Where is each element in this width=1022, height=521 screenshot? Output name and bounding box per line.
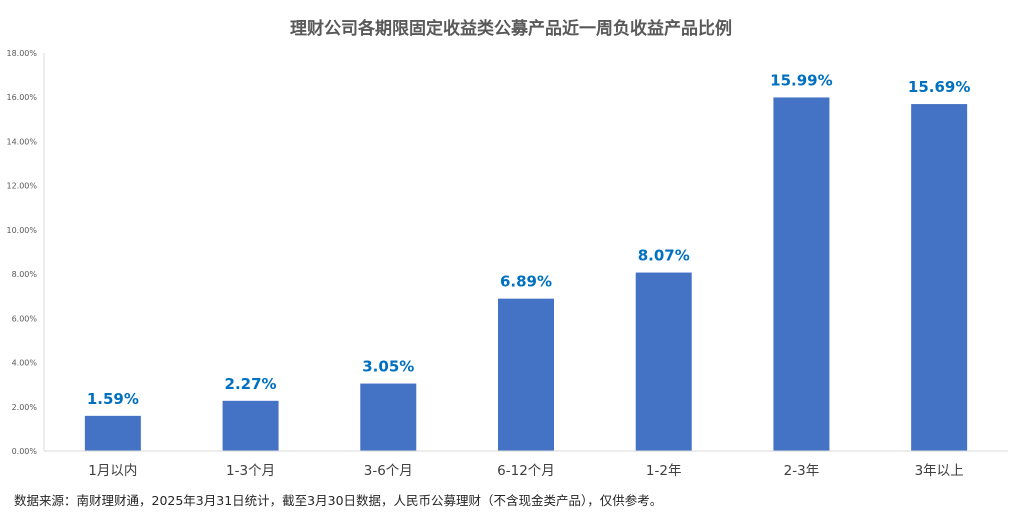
bar-series	[84, 97, 968, 452]
chart-title: 理财公司各期限固定收益类公募产品近一周负收益产品比例	[290, 19, 732, 39]
bar	[222, 400, 279, 451]
data-label: 2.27%	[225, 375, 277, 393]
y-axis: 0.00% 2.00% 4.00% 6.00% 8.00% 10.00% 12.00% 14.…	[6, 49, 45, 456]
data-label: 3.05%	[362, 358, 414, 376]
bar	[84, 415, 141, 451]
x-tick-label: 2-3年	[784, 463, 820, 479]
data-label: 8.07%	[638, 247, 690, 265]
x-tick-label: 1月以内	[88, 463, 137, 479]
bar	[360, 383, 417, 451]
data-labels: 1.59% 2.27% 3.05% 6.89% 8.07% 15.99% 15.69%	[87, 71, 971, 407]
data-label: 15.99%	[770, 71, 832, 89]
y-tick-label: 10.00%	[6, 226, 37, 235]
data-label: 15.69%	[908, 78, 970, 96]
x-tick-label: 6-12个月	[497, 463, 555, 479]
data-label: 1.59%	[87, 390, 139, 408]
x-axis: 1月以内 1-3个月 3-6个月 6-12个月 1-2年 2-3年 3年以上	[44, 450, 1008, 479]
bar	[911, 104, 968, 452]
x-tick-label: 3年以上	[915, 463, 964, 479]
y-tick-label: 16.00%	[6, 93, 37, 102]
y-tick-label: 6.00%	[12, 314, 38, 323]
y-tick-label: 0.00%	[12, 447, 38, 456]
x-tick-label: 1-3个月	[226, 463, 275, 479]
bar	[498, 298, 554, 451]
x-tick-label: 1-2年	[646, 463, 682, 479]
y-tick-label: 12.00%	[6, 182, 37, 191]
source-footnote: 数据来源：南财理财通，2025年3月31日统计，截至3月30日数据，人民币公募理…	[14, 493, 663, 508]
y-tick-label: 18.00%	[6, 49, 37, 58]
data-label: 6.89%	[500, 273, 552, 291]
y-tick-label: 14.00%	[6, 137, 37, 146]
y-tick-label: 4.00%	[12, 359, 38, 368]
y-tick-label: 8.00%	[12, 270, 38, 279]
bar	[773, 97, 830, 452]
x-tick-label: 3-6个月	[364, 463, 413, 479]
y-tick-label: 2.00%	[12, 403, 38, 412]
bar	[635, 272, 692, 451]
